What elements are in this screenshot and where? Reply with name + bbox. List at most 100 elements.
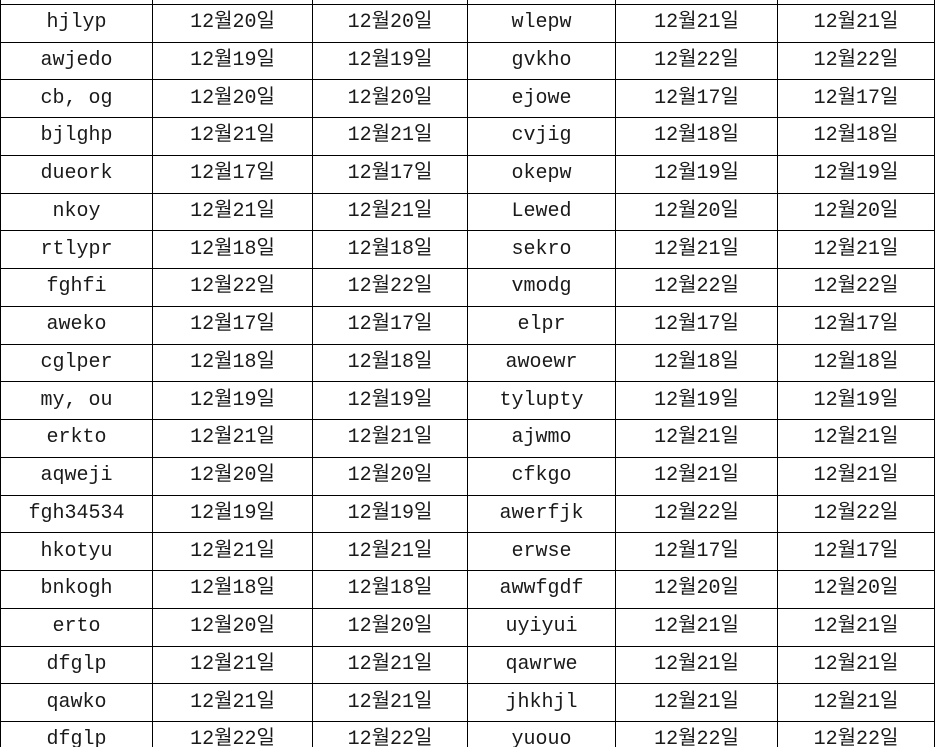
date-cell[interactable]: 12월19일 <box>615 381 778 420</box>
date-cell[interactable]: 12월21일 <box>312 419 468 458</box>
name-cell[interactable]: qawko <box>0 683 153 722</box>
name-cell[interactable]: dueork <box>0 154 153 194</box>
date-cell[interactable]: 12월20일 <box>152 79 313 118</box>
date-cell[interactable]: 12월21일 <box>312 117 468 156</box>
date-cell[interactable]: 12월22일 <box>777 268 935 307</box>
name-cell[interactable]: fghfi <box>0 268 153 307</box>
date-cell[interactable]: 12월18일 <box>615 343 778 383</box>
date-cell[interactable]: 12월21일 <box>312 645 468 685</box>
name-cell[interactable]: awwfgdf <box>467 570 616 609</box>
name-cell[interactable]: erto <box>0 607 153 647</box>
date-cell[interactable]: 12월20일 <box>312 79 468 118</box>
date-cell[interactable]: 12월21일 <box>615 645 778 685</box>
date-cell[interactable]: 12월21일 <box>152 532 313 571</box>
date-cell[interactable]: 12월22일 <box>312 268 468 307</box>
date-cell[interactable]: 12월17일 <box>615 79 778 118</box>
name-cell[interactable]: hjlyp <box>0 3 153 43</box>
name-cell[interactable]: bnkogh <box>0 570 153 609</box>
date-cell[interactable]: 12월17일 <box>312 305 468 345</box>
date-cell[interactable]: 12월21일 <box>615 607 778 647</box>
date-cell[interactable]: 12월21일 <box>615 683 778 722</box>
name-cell[interactable]: cvjig <box>467 117 616 156</box>
name-cell[interactable]: wlepw <box>467 3 616 43</box>
name-cell[interactable]: gvkho <box>467 41 616 81</box>
date-cell[interactable]: 12월21일 <box>615 3 778 43</box>
name-cell[interactable]: ejowe <box>467 79 616 118</box>
date-cell[interactable]: 12월21일 <box>312 532 468 571</box>
name-cell[interactable]: nkoy <box>0 192 153 232</box>
date-cell[interactable]: 12월17일 <box>777 532 935 571</box>
date-cell[interactable]: 12월17일 <box>615 532 778 571</box>
date-cell[interactable]: 12월18일 <box>777 117 935 156</box>
date-cell[interactable]: 12월20일 <box>312 3 468 43</box>
date-cell[interactable]: 12월20일 <box>152 607 313 647</box>
date-cell[interactable]: 12월21일 <box>615 230 778 269</box>
name-cell[interactable]: cb, og <box>0 79 153 118</box>
date-cell[interactable]: 12월21일 <box>777 683 935 722</box>
name-cell[interactable]: dfglp <box>0 721 153 747</box>
name-cell[interactable]: awerfjk <box>467 494 616 534</box>
date-cell[interactable]: 12월20일 <box>777 192 935 232</box>
name-cell[interactable]: my, ou <box>0 381 153 420</box>
date-cell[interactable]: 12월22일 <box>615 494 778 534</box>
date-cell[interactable]: 12월21일 <box>152 683 313 722</box>
date-cell[interactable]: 12월20일 <box>312 456 468 496</box>
date-cell[interactable]: 12월18일 <box>152 570 313 609</box>
date-cell[interactable]: 12월19일 <box>152 381 313 420</box>
date-cell[interactable]: 12월19일 <box>615 154 778 194</box>
date-cell[interactable]: 12월22일 <box>615 721 778 747</box>
name-cell[interactable]: jhkhjl <box>467 683 616 722</box>
date-cell[interactable]: 12월21일 <box>312 192 468 232</box>
name-cell[interactable]: Lewed <box>467 192 616 232</box>
date-cell[interactable]: 12월20일 <box>615 570 778 609</box>
name-cell[interactable]: dfglp <box>0 645 153 685</box>
name-cell[interactable]: rtlypr <box>0 230 153 269</box>
date-cell[interactable]: 12월17일 <box>777 79 935 118</box>
name-cell[interactable]: uyiyui <box>467 607 616 647</box>
name-cell[interactable]: tylupty <box>467 381 616 420</box>
date-cell[interactable]: 12월21일 <box>777 607 935 647</box>
name-cell[interactable]: ajwmo <box>467 419 616 458</box>
date-cell[interactable]: 12월18일 <box>777 343 935 383</box>
name-cell[interactable]: bjlghp <box>0 117 153 156</box>
date-cell[interactable]: 12월21일 <box>152 645 313 685</box>
date-cell[interactable]: 12월21일 <box>777 419 935 458</box>
name-cell[interactable]: vmodg <box>467 268 616 307</box>
name-cell[interactable]: erkto <box>0 419 153 458</box>
date-cell[interactable]: 12월22일 <box>777 721 935 747</box>
partial-cell[interactable] <box>777 0 935 5</box>
date-cell[interactable]: 12월22일 <box>615 268 778 307</box>
date-cell[interactable]: 12월21일 <box>777 3 935 43</box>
name-cell[interactable]: okepw <box>467 154 616 194</box>
date-cell[interactable]: 12월20일 <box>152 456 313 496</box>
date-cell[interactable]: 12월19일 <box>777 154 935 194</box>
name-cell[interactable]: awjedo <box>0 41 153 81</box>
date-cell[interactable]: 12월22일 <box>615 41 778 81</box>
date-cell[interactable]: 12월21일 <box>312 683 468 722</box>
name-cell[interactable]: erwse <box>467 532 616 571</box>
name-cell[interactable]: cfkgo <box>467 456 616 496</box>
date-cell[interactable]: 12월17일 <box>615 305 778 345</box>
date-cell[interactable]: 12월21일 <box>777 456 935 496</box>
date-cell[interactable]: 12월18일 <box>152 230 313 269</box>
date-cell[interactable]: 12월20일 <box>312 607 468 647</box>
date-cell[interactable]: 12월19일 <box>152 41 313 81</box>
date-cell[interactable]: 12월18일 <box>152 343 313 383</box>
date-cell[interactable]: 12월21일 <box>152 192 313 232</box>
date-cell[interactable]: 12월21일 <box>615 419 778 458</box>
date-cell[interactable]: 12월20일 <box>777 570 935 609</box>
name-cell[interactable]: fgh34534 <box>0 494 153 534</box>
date-cell[interactable]: 12월18일 <box>615 117 778 156</box>
date-cell[interactable]: 12월19일 <box>312 494 468 534</box>
name-cell[interactable]: hkotyu <box>0 532 153 571</box>
date-cell[interactable]: 12월21일 <box>152 419 313 458</box>
date-cell[interactable]: 12월19일 <box>777 381 935 420</box>
date-cell[interactable]: 12월18일 <box>312 343 468 383</box>
date-cell[interactable]: 12월21일 <box>615 456 778 496</box>
date-cell[interactable]: 12월21일 <box>777 645 935 685</box>
date-cell[interactable]: 12월18일 <box>312 570 468 609</box>
date-cell[interactable]: 12월22일 <box>152 721 313 747</box>
name-cell[interactable]: elpr <box>467 305 616 345</box>
name-cell[interactable]: awoewr <box>467 343 616 383</box>
name-cell[interactable]: aweko <box>0 305 153 345</box>
